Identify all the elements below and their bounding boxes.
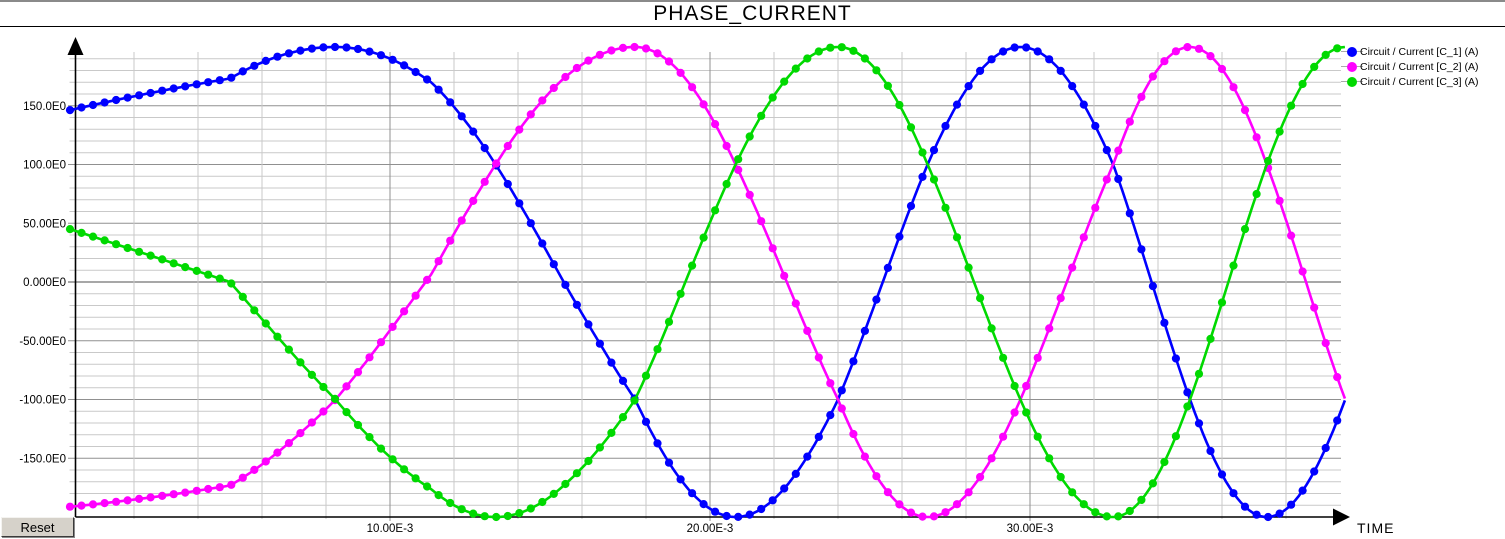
y-tick-labels: 150.0E0 100.0E0 50.00E0 0.000E0 -50.00E0 -100… [19,101,66,466]
title-bar: PHASE_CURRENT [0,2,1505,26]
axes [67,37,1350,526]
series-c1-marker-icon [1347,46,1357,57]
y-tick-label: 150.0E0 [23,101,66,113]
x-axis-title: TIME [1357,520,1395,536]
series-Circuit-Current-C_1-A- [65,42,1347,522]
legend-item-c2: Circuit / Current [C_2] (A) [1341,59,1501,74]
chart-title: PHASE_CURRENT [653,2,852,25]
x-tick-label: 20.00E-3 [687,523,734,535]
chart-legend: Circuit / Current [C_1] (A) Circuit / Cu… [1341,44,1501,89]
series-Circuit-Current-C_3-A- [65,43,1346,522]
y-tick-label: 0.000E0 [23,277,66,289]
y-tick-label: -50.00E0 [19,336,66,348]
legend-item-c1: Circuit / Current [C_1] (A) [1341,44,1501,59]
legend-label-c1: Circuit / Current [C_1] (A) [1360,45,1479,58]
y-tick-label: -150.0E0 [19,453,66,465]
legend-label-c3: Circuit / Current [C_3] (A) [1360,75,1479,88]
x-tick-labels: 10.00E-3 20.00E-3 30.00E-3 [367,523,1054,535]
x-tick-label: 10.00E-3 [367,523,414,535]
y-axis-arrow-icon [67,37,84,55]
series-Circuit-Current-C_2-A- [65,42,1347,521]
series-c2-marker-icon [1347,61,1357,72]
legend-item-c3: Circuit / Current [C_3] (A) [1341,74,1501,89]
window-top-strip [0,0,1505,2]
x-tick-label: 30.00E-3 [1007,523,1054,535]
x-axis-arrow-icon [1333,508,1350,526]
y-tick-label: -100.0E0 [19,395,66,407]
gridlines [68,52,1341,521]
y-tick-label: 100.0E0 [23,160,66,172]
title-underline [0,26,1505,27]
reset-button[interactable]: Reset [1,517,74,537]
series-c3-marker-icon [1347,76,1357,87]
y-tick-label: 50.00E0 [23,218,66,230]
legend-label-c2: Circuit / Current [C_2] (A) [1360,60,1479,73]
